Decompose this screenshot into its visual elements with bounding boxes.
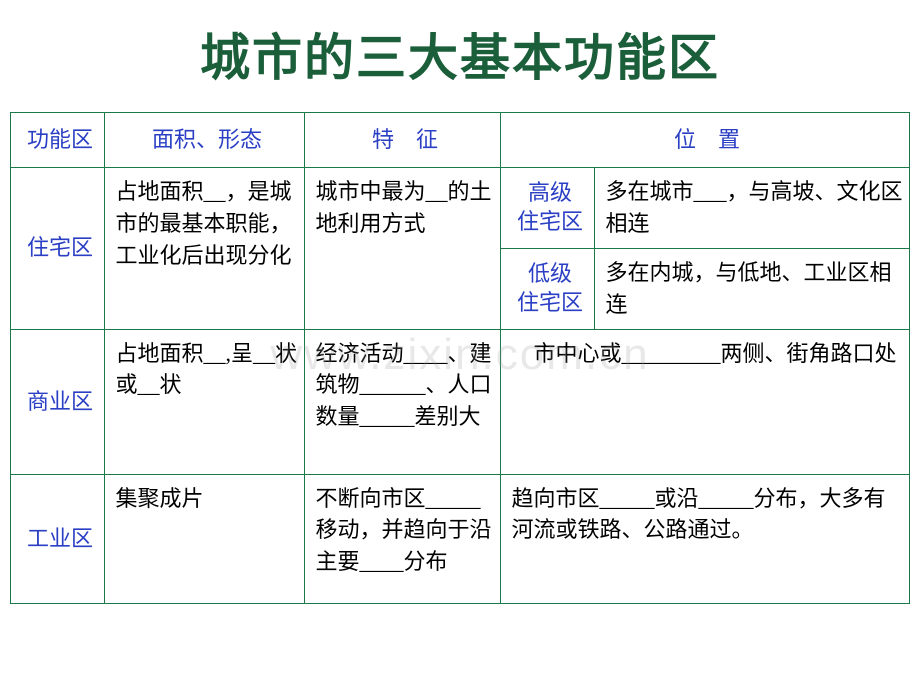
label-commercial: 商业区	[11, 329, 105, 474]
table-header-row: 功能区 面积、形态 特 征 位 置	[11, 113, 909, 168]
header-zone: 功能区	[11, 113, 105, 168]
header-area-form: 面积、形态	[105, 113, 305, 168]
industrial-features: 不断向市区_____移动，并趋向于沿主要____分布	[305, 474, 501, 603]
row-industrial: 工业区 集聚成片 不断向市区_____移动，并趋向于沿主要____分布 趋向市区…	[11, 474, 909, 603]
row-commercial: 商业区 占地面积__,呈__状或__状 经济活动____、建筑物______、人…	[11, 329, 909, 474]
sub-label-high-residential: 高级住宅区	[501, 168, 595, 249]
row-residential-a: 住宅区 占地面积__，是城市的最基本职能，工业化后出现分化 城市中最为__的土地…	[11, 168, 909, 249]
sub-label-low-residential: 低级住宅区	[501, 248, 595, 329]
label-residential: 住宅区	[11, 168, 105, 330]
commercial-features: 经济活动____、建筑物______、人口数量_____差别大	[305, 329, 501, 474]
header-location: 位 置	[501, 113, 909, 168]
industrial-location: 趋向市区_____或沿_____分布，大多有河流或铁路、公路通过。	[501, 474, 909, 603]
industrial-area-form: 集聚成片	[105, 474, 305, 603]
high-residential-location: 多在城市___，与高坡、文化区相连	[595, 168, 909, 249]
header-features: 特 征	[305, 113, 501, 168]
residential-area-form: 占地面积__，是城市的最基本职能，工业化后出现分化	[105, 168, 305, 330]
label-industrial: 工业区	[11, 474, 105, 603]
zones-table: 功能区 面积、形态 特 征 位 置 住宅区 占地面积__，是城市的最基本职能，工…	[10, 112, 909, 604]
residential-features: 城市中最为__的土地利用方式	[305, 168, 501, 330]
low-residential-location: 多在内城，与低地、工业区相连	[595, 248, 909, 329]
commercial-area-form: 占地面积__,呈__状或__状	[105, 329, 305, 474]
commercial-location: 市中心或_________两侧、街角路口处	[501, 329, 909, 474]
page-title: 城市的三大基本功能区	[0, 0, 920, 112]
